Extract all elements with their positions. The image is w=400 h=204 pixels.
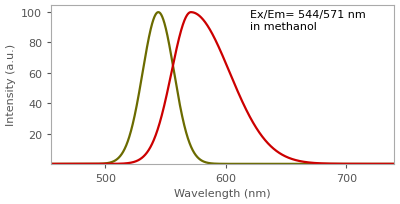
X-axis label: Wavelength (nm): Wavelength (nm) [174,188,271,198]
Text: Ex/Em= 544/571 nm
in methanol: Ex/Em= 544/571 nm in methanol [250,10,366,32]
Y-axis label: Intensity (a.u.): Intensity (a.u.) [6,44,16,126]
